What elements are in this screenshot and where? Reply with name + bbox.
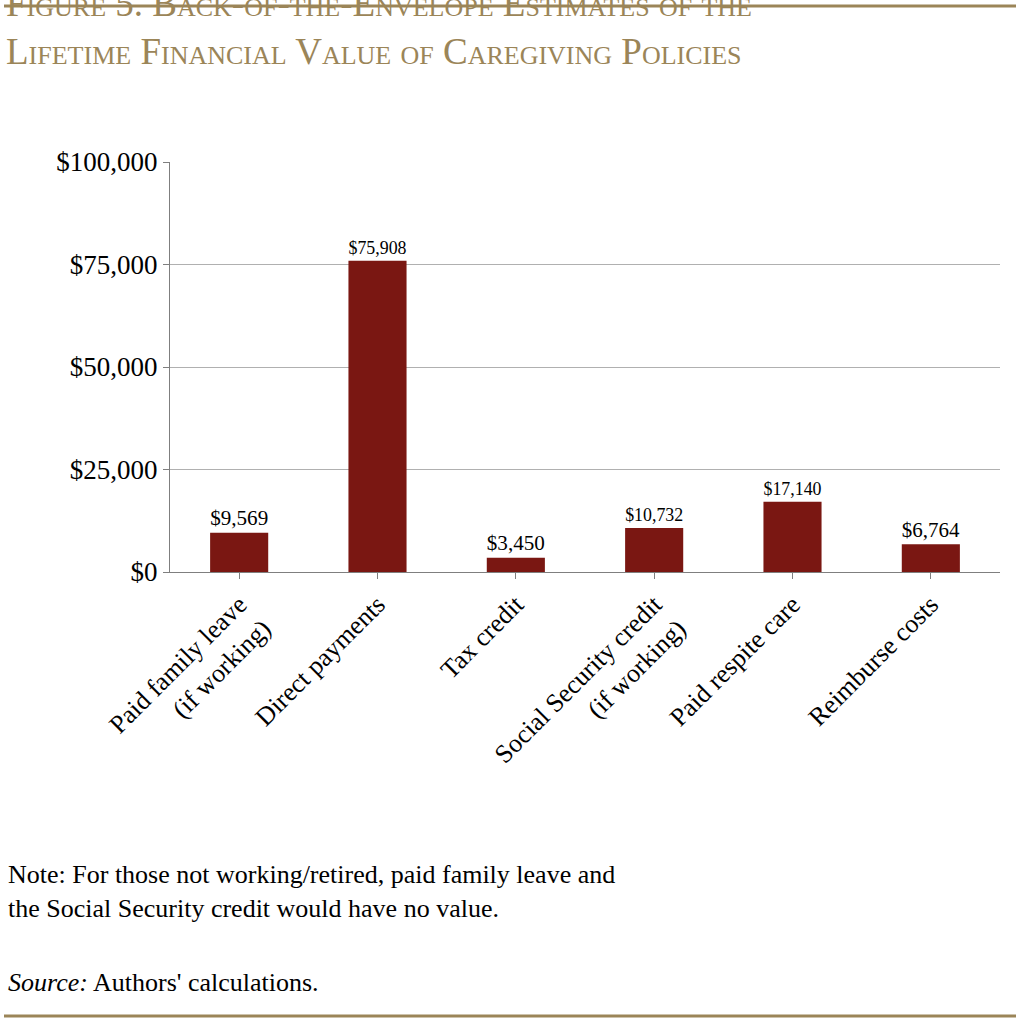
svg-text:Direct payments: Direct payments [249, 590, 390, 731]
svg-text:$75,000: $75,000 [70, 250, 158, 280]
svg-text:Reimburse costs: Reimburse costs [803, 590, 945, 732]
svg-text:Figure 5. Back-of-the-Envelope: Figure 5. Back-of-the-Envelope Estimates… [6, 0, 752, 72]
svg-text:$6,764: $6,764 [902, 518, 960, 542]
svg-text:$75,908: $75,908 [348, 238, 406, 258]
svg-text:$0: $0 [131, 557, 158, 587]
svg-text:$3,450: $3,450 [487, 531, 545, 555]
svg-text:$50,000: $50,000 [70, 352, 158, 382]
svg-text:Paid family leave(if working): Paid family leave(if working) [103, 590, 276, 763]
svg-text:Note: For those not working/re: Note: For those not working/retired, pai… [8, 860, 615, 923]
svg-text:$10,732: $10,732 [625, 505, 683, 525]
svg-text:$100,000: $100,000 [56, 147, 157, 177]
svg-text:Social Security credit(if work: Social Security credit(if working) [489, 590, 692, 793]
svg-text:$25,000: $25,000 [70, 455, 158, 485]
svg-text:$9,569: $9,569 [210, 506, 268, 530]
svg-text:Source: Authors' calculations.: Source: Authors' calculations. [8, 968, 319, 997]
svg-text:Paid respite care: Paid respite care [664, 590, 806, 732]
svg-text:Tax credit: Tax credit [435, 590, 530, 685]
svg-text:$17,140: $17,140 [763, 479, 821, 499]
